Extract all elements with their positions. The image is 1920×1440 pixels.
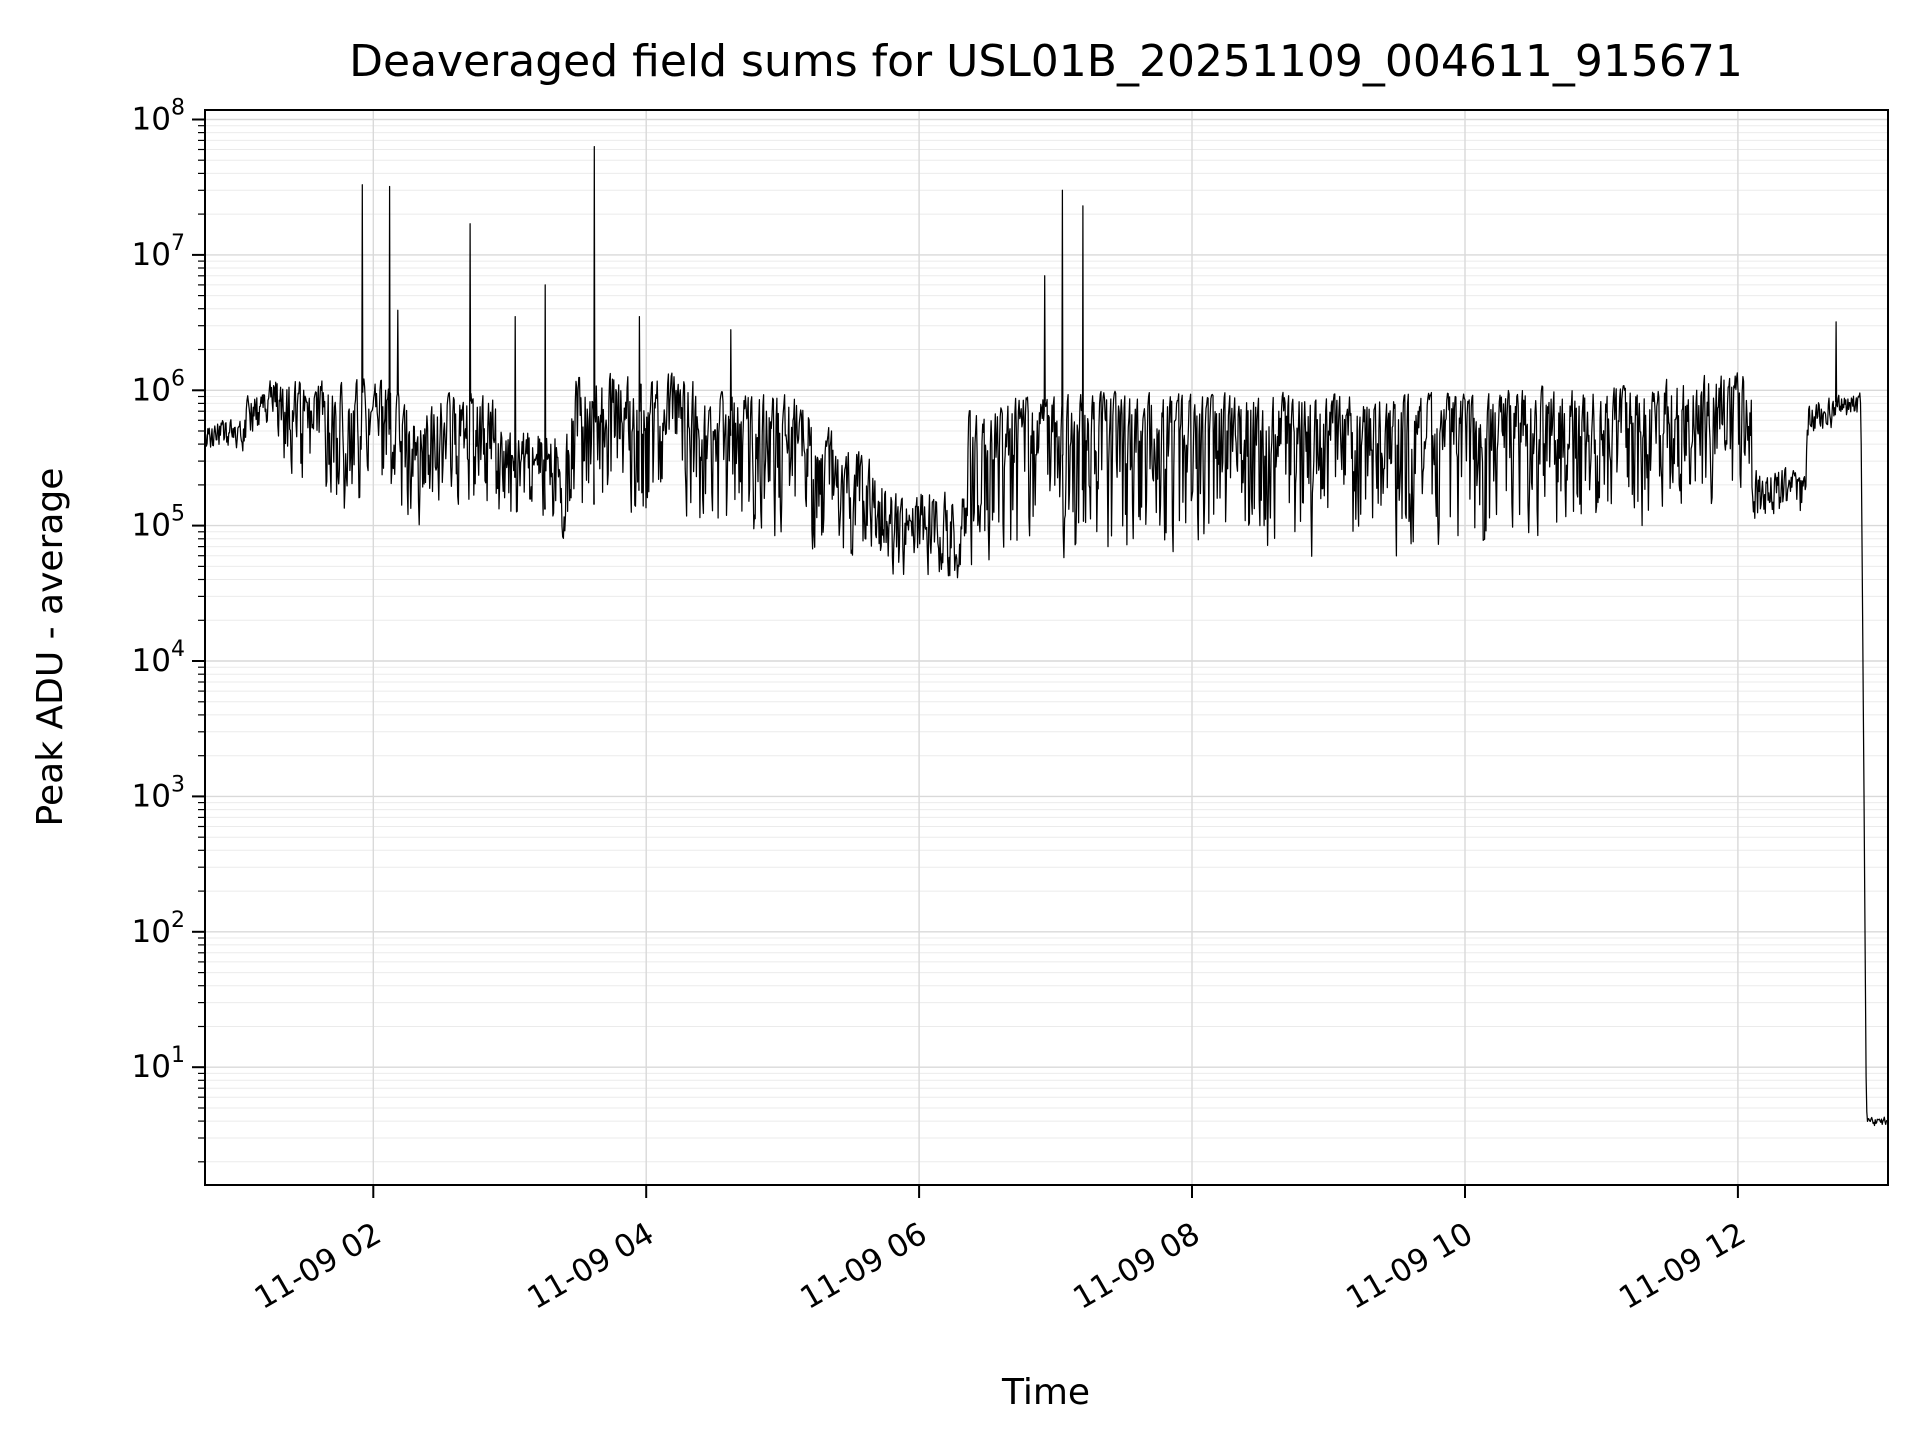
x-tick-label: 11-09 06	[794, 1216, 933, 1317]
y-tick-label: 102	[132, 908, 185, 950]
x-tick-label: 11-09 12	[1613, 1216, 1752, 1317]
x-tick-label: 11-09 02	[249, 1216, 388, 1317]
grid-lines	[205, 110, 1888, 1185]
series-line	[204, 145, 1888, 1127]
chart-title: Deaveraged field sums for USL01B_2025110…	[349, 36, 1743, 87]
y-tick-label: 105	[132, 502, 185, 544]
y-tick-label: 108	[132, 96, 185, 138]
plot-frame	[204, 109, 1889, 1186]
y-tick-label: 104	[132, 637, 185, 679]
y-axis-label: Peak ADU - average	[30, 468, 71, 827]
x-tick-label: 11-09 10	[1340, 1216, 1479, 1317]
x-axis-label: Time	[1001, 1372, 1090, 1413]
series-layer	[204, 145, 1888, 1127]
y-tick-label: 103	[132, 772, 185, 814]
x-tick-label: 11-09 04	[521, 1216, 660, 1317]
axes-layer: 101 102 103 104 105 106 107 108 11-09 02 11-09 04…	[132, 96, 1889, 1317]
y-tick-label: 106	[132, 366, 185, 408]
x-tick-label: 11-09 08	[1067, 1216, 1206, 1317]
y-tick-label: 101	[132, 1043, 185, 1085]
y-tick-label: 107	[132, 231, 185, 273]
